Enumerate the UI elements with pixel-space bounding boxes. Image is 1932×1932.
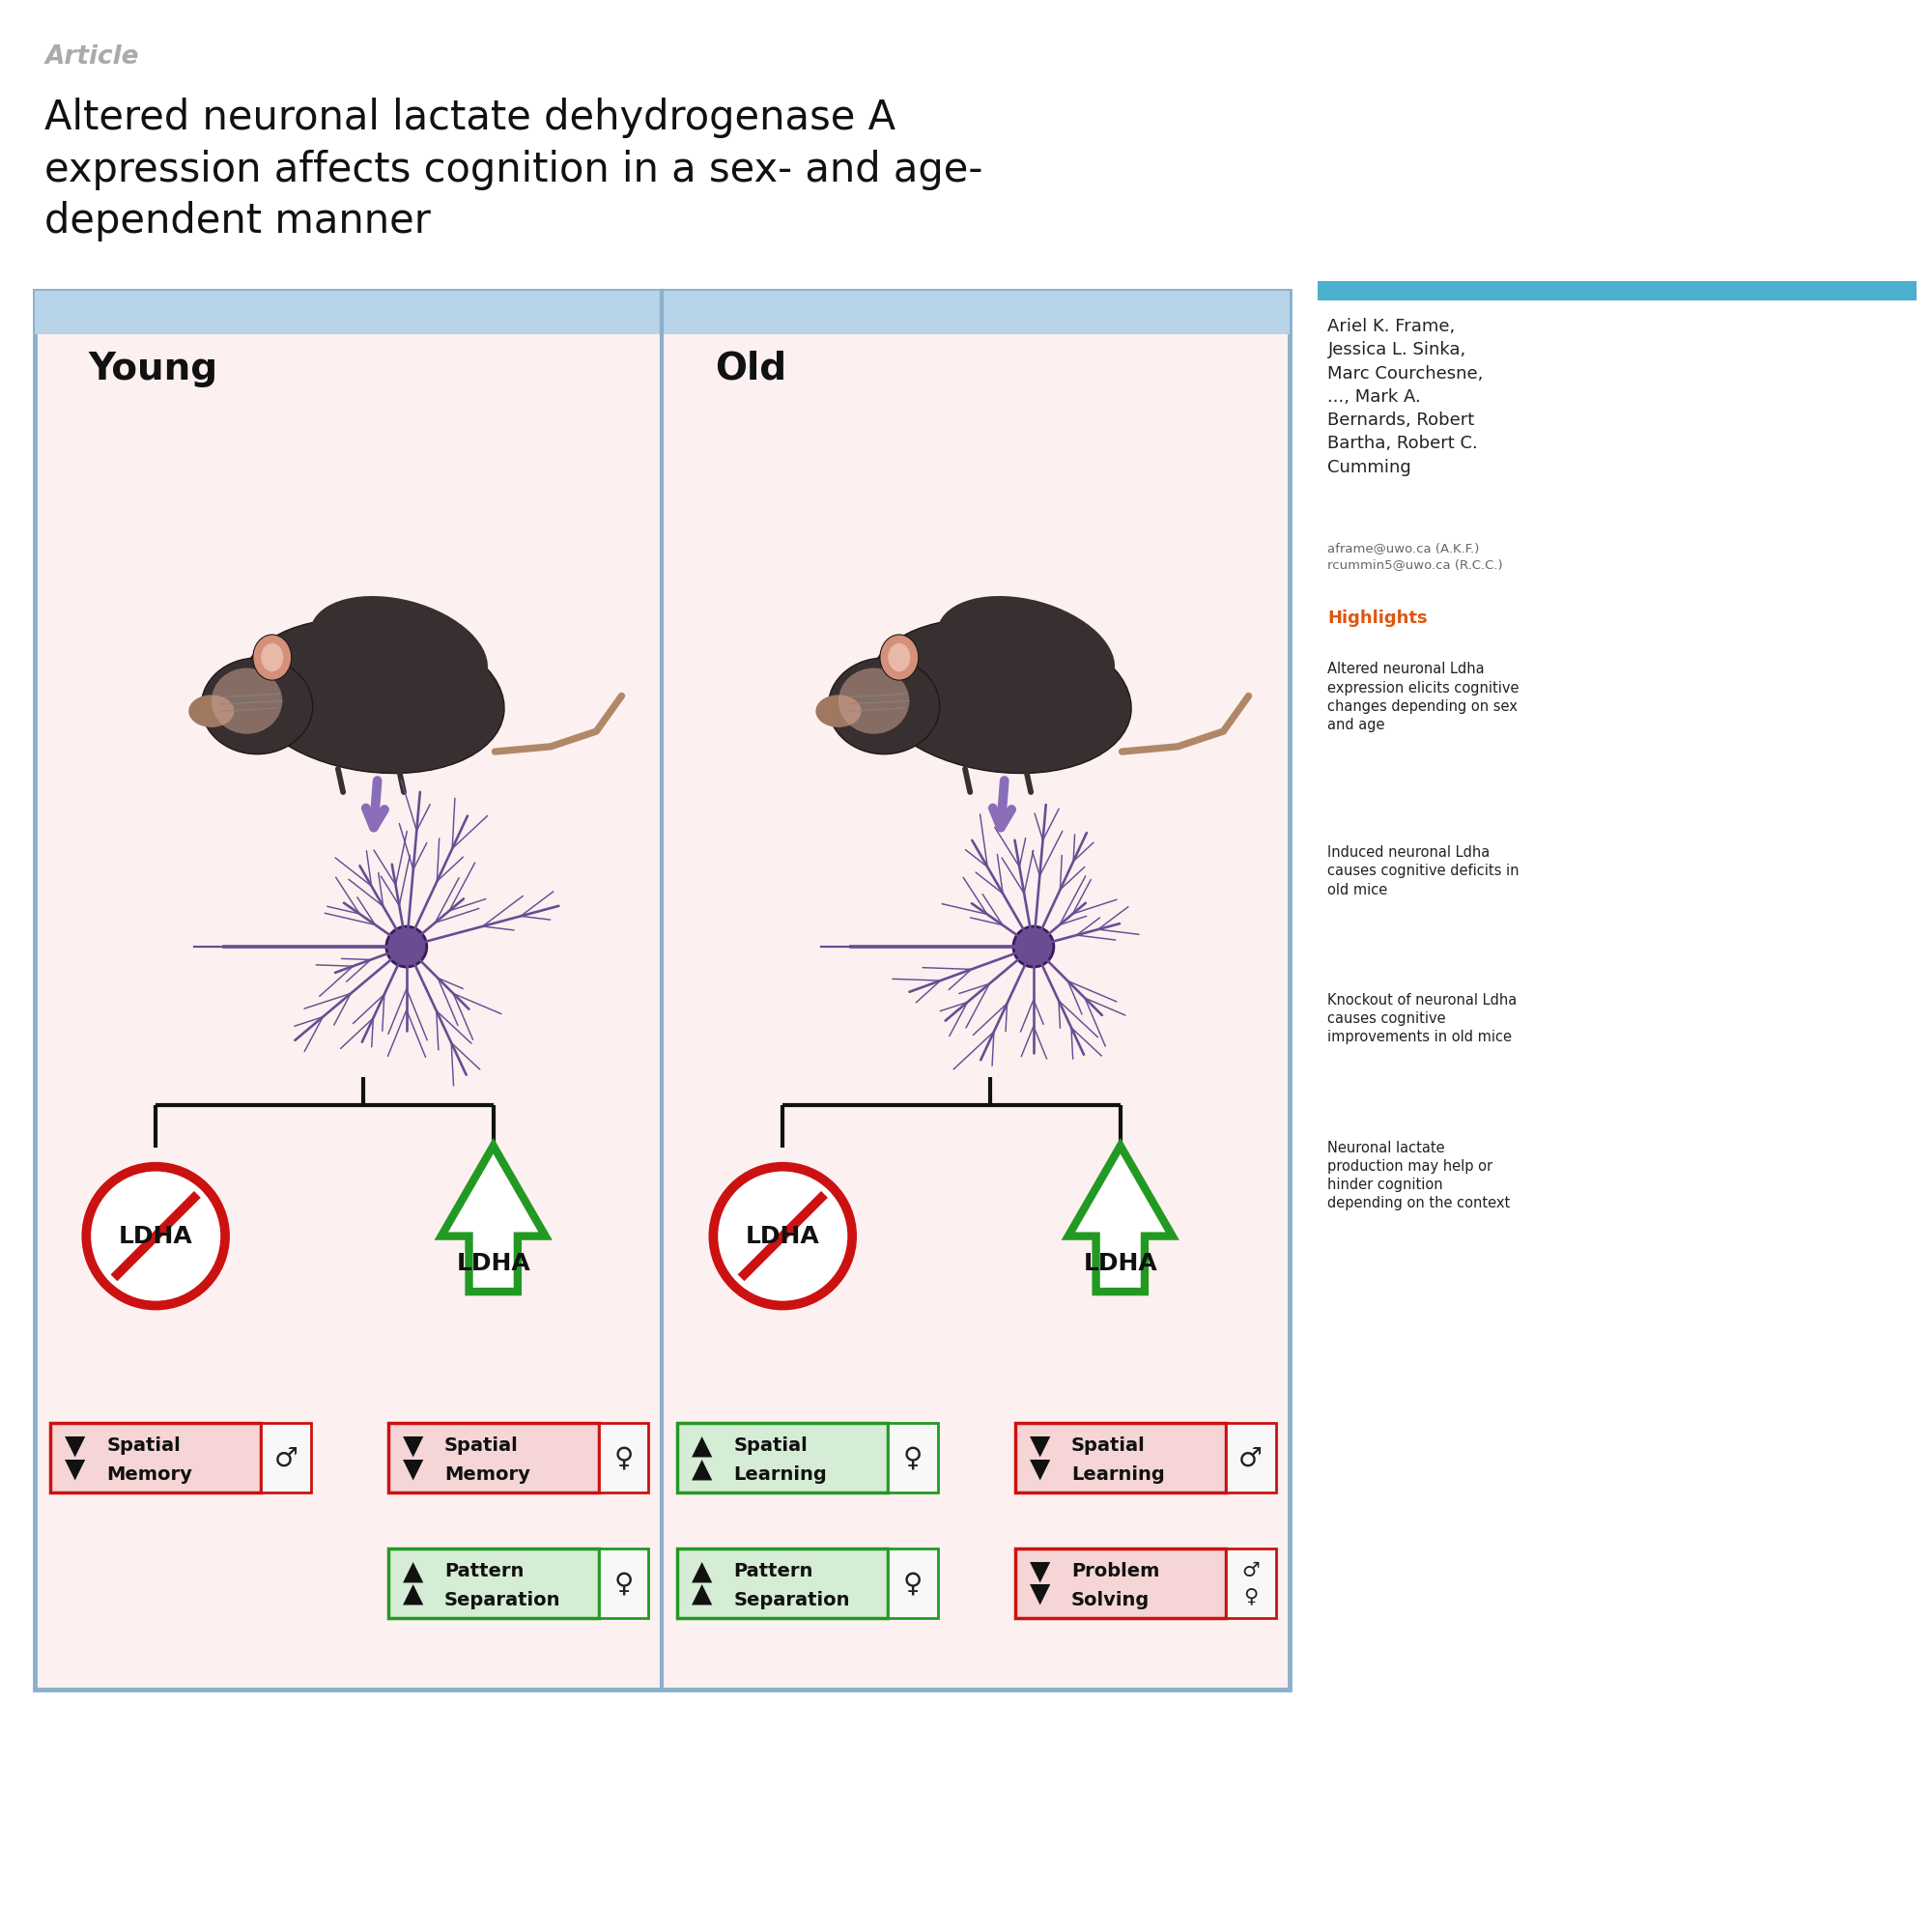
Text: Spatial: Spatial — [106, 1435, 180, 1455]
Ellipse shape — [937, 595, 1115, 705]
Text: Learning: Learning — [734, 1464, 827, 1484]
Text: Article: Article — [44, 44, 139, 70]
Text: Pattern: Pattern — [734, 1561, 813, 1580]
Ellipse shape — [211, 668, 282, 734]
Circle shape — [1012, 927, 1053, 966]
Text: ♀: ♀ — [1242, 1586, 1258, 1605]
Text: ▼
▼: ▼ ▼ — [66, 1432, 85, 1482]
FancyBboxPatch shape — [678, 1424, 889, 1493]
Text: ▼
▼: ▼ ▼ — [402, 1432, 423, 1482]
Text: Highlights: Highlights — [1327, 609, 1428, 626]
Text: Spatial: Spatial — [734, 1435, 808, 1455]
Text: Separation: Separation — [734, 1590, 850, 1609]
Text: ▲
▲: ▲ ▲ — [692, 1557, 713, 1607]
Text: Young: Young — [89, 350, 218, 386]
Text: LDHA: LDHA — [456, 1252, 531, 1275]
FancyBboxPatch shape — [50, 1424, 261, 1493]
Text: Memory: Memory — [106, 1464, 193, 1484]
Text: Pattern: Pattern — [444, 1561, 524, 1580]
FancyBboxPatch shape — [1225, 1549, 1275, 1619]
Text: Spatial: Spatial — [444, 1435, 518, 1455]
Ellipse shape — [815, 696, 862, 726]
Polygon shape — [440, 1146, 545, 1293]
Circle shape — [713, 1167, 852, 1306]
FancyBboxPatch shape — [388, 1549, 599, 1619]
Text: LDHA: LDHA — [1084, 1252, 1157, 1275]
Text: ▼
▼: ▼ ▼ — [1030, 1432, 1051, 1482]
Text: Separation: Separation — [444, 1590, 560, 1609]
Text: Memory: Memory — [444, 1464, 529, 1484]
Ellipse shape — [889, 643, 910, 672]
Text: LDHA: LDHA — [118, 1225, 193, 1248]
Ellipse shape — [201, 659, 313, 753]
Ellipse shape — [879, 634, 918, 680]
Text: ♂: ♂ — [1242, 1561, 1260, 1580]
Text: ♀: ♀ — [614, 1445, 634, 1472]
FancyBboxPatch shape — [261, 1424, 311, 1493]
Ellipse shape — [261, 643, 284, 672]
Text: Ariel K. Frame,
Jessica L. Sinka,
Marc Courchesne,
..., Mark A.
Bernards, Robert: Ariel K. Frame, Jessica L. Sinka, Marc C… — [1327, 317, 1484, 475]
FancyBboxPatch shape — [889, 1424, 939, 1493]
FancyBboxPatch shape — [1014, 1424, 1225, 1493]
FancyBboxPatch shape — [35, 290, 1289, 334]
Ellipse shape — [243, 618, 504, 773]
Text: Altered neuronal lactate dehydrogenase A
expression affects cognition in a sex- : Altered neuronal lactate dehydrogenase A… — [44, 99, 983, 242]
Text: ▲
▲: ▲ ▲ — [692, 1432, 713, 1482]
FancyBboxPatch shape — [599, 1424, 649, 1493]
FancyBboxPatch shape — [1014, 1549, 1225, 1619]
Ellipse shape — [838, 668, 910, 734]
Text: Solving: Solving — [1070, 1590, 1150, 1609]
Text: ♂: ♂ — [1238, 1445, 1264, 1472]
Text: ▼
▼: ▼ ▼ — [1030, 1557, 1051, 1607]
Ellipse shape — [309, 595, 487, 705]
FancyBboxPatch shape — [1318, 280, 1917, 299]
Text: ♀: ♀ — [902, 1445, 923, 1472]
Ellipse shape — [189, 696, 234, 726]
Text: Old: Old — [715, 350, 786, 386]
Circle shape — [386, 927, 427, 966]
Text: Learning: Learning — [1070, 1464, 1165, 1484]
Circle shape — [87, 1167, 226, 1306]
FancyBboxPatch shape — [599, 1549, 649, 1619]
FancyBboxPatch shape — [678, 1549, 889, 1619]
Text: LDHA: LDHA — [746, 1225, 819, 1248]
Text: Neuronal lactate
production may help or
hinder cognition
depending on the contex: Neuronal lactate production may help or … — [1327, 1140, 1511, 1211]
Text: ♀: ♀ — [614, 1571, 634, 1598]
FancyBboxPatch shape — [35, 290, 1289, 1689]
Text: Spatial: Spatial — [1070, 1435, 1146, 1455]
Text: ♀: ♀ — [902, 1571, 923, 1598]
Text: Induced neuronal Ldha
causes cognitive deficits in
old mice: Induced neuronal Ldha causes cognitive d… — [1327, 846, 1519, 896]
Polygon shape — [1068, 1146, 1173, 1293]
Ellipse shape — [253, 634, 292, 680]
Text: ▲
▲: ▲ ▲ — [402, 1557, 423, 1607]
Text: Knockout of neuronal Ldha
causes cognitive
improvements in old mice: Knockout of neuronal Ldha causes cogniti… — [1327, 993, 1517, 1045]
Ellipse shape — [869, 618, 1132, 773]
Text: ♂: ♂ — [274, 1445, 298, 1472]
Text: aframe@uwo.ca (A.K.F.)
rcummin5@uwo.ca (R.C.C.): aframe@uwo.ca (A.K.F.) rcummin5@uwo.ca (… — [1327, 541, 1503, 570]
Ellipse shape — [829, 659, 939, 753]
Text: Problem: Problem — [1070, 1561, 1159, 1580]
Text: Altered neuronal Ldha
expression elicits cognitive
changes depending on sex
and : Altered neuronal Ldha expression elicits… — [1327, 663, 1519, 732]
FancyBboxPatch shape — [1225, 1424, 1275, 1493]
FancyBboxPatch shape — [889, 1549, 939, 1619]
FancyBboxPatch shape — [388, 1424, 599, 1493]
